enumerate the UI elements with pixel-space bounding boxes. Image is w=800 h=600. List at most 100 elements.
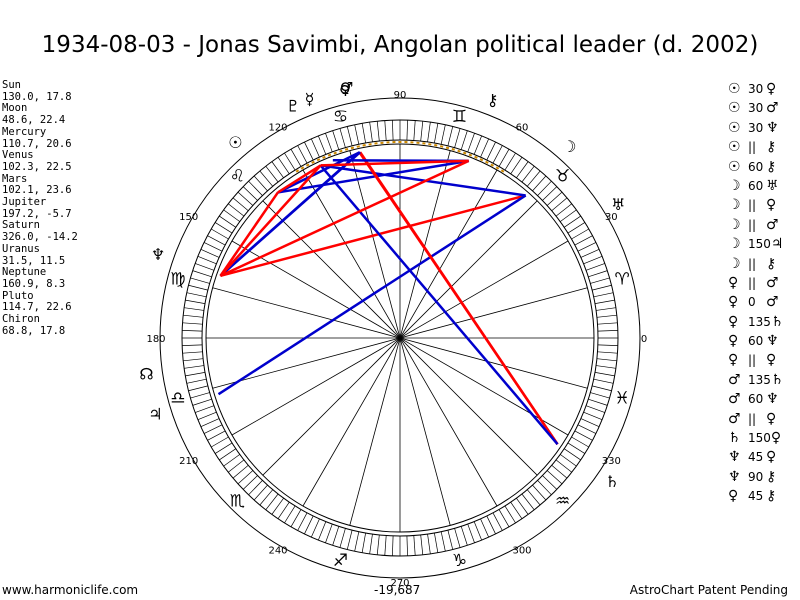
aspect-angle: 90 [748,469,764,484]
degree-label: 210 [179,456,198,467]
degree-tick [580,418,600,427]
aspect-row: ♆ 45 ♀ [728,448,783,467]
degree-tick [311,138,320,158]
degree-tick [577,424,597,434]
planet-glyph: ♂ [339,79,353,98]
degree-tick [480,138,489,158]
degree-tick [521,165,535,183]
degree-tick [188,284,208,291]
degree-label: 90 [394,90,407,101]
aspect-planet-2: ♀ [766,352,777,369]
degree-tick [253,175,268,192]
aspect-planet-1: ☽ [728,216,741,233]
degree-tick [510,157,523,175]
aspect-angle: 150 [748,237,771,252]
website-footer: www.harmoniclife.com [2,583,139,597]
planet-position-value: 31.5, 11.5 [2,254,66,267]
planet-glyph: ☽ [562,137,576,156]
degree-tick [297,512,308,531]
zodiac-sign-glyph: ♌ [230,166,245,186]
aspect-angle: 135 [748,372,771,387]
aspect-angle: 135 [748,314,771,329]
degree-tick [207,430,226,441]
aspect-angle: 45 [748,450,764,465]
planet-position-value: 114.7, 22.6 [2,301,72,314]
degree-tick [498,149,510,167]
degree-tick [467,133,475,153]
degree-tick [186,378,207,384]
degree-tick [516,161,529,179]
degree-tick [585,405,605,413]
degree-tick [427,534,431,554]
degree-tick [227,203,245,217]
degree-tick [207,235,226,246]
degree-tick [376,534,380,555]
zodiac-sign-glyph: ♑ [452,551,467,571]
aspect-planet-2: ♀ [766,410,777,427]
degree-tick [555,459,573,473]
degree-tick [195,263,215,271]
degree-tick [583,411,603,420]
aspect-planet-1: ♄ [728,430,741,447]
planet-name: Uranus [2,242,40,255]
degree-tick [413,120,416,141]
degree-tick [392,120,394,141]
outer-circle [159,97,641,579]
degree-tick [551,197,568,211]
aspect-row: ☽ 150 ♃ [728,235,783,254]
aspect-planet-1: ☽ [728,197,741,214]
degree-tick [392,535,394,556]
planet-position-value: 197.2, -5.7 [2,207,72,220]
degree-tick [369,534,373,554]
harmonic-score: -19,687 [374,583,421,597]
degree-tick [532,484,547,501]
aspect-row: ☉ 30 ♂ [728,99,783,118]
degree-tick [588,398,608,406]
aspect-row: ♂ || ♀ [728,410,783,429]
aspect-planet-1: ♀ [728,352,739,369]
aspect-planet-2: ♀ [766,449,777,466]
aspect-line [359,151,559,445]
radial-line [212,287,588,389]
degree-tick [597,351,618,354]
degree-tick [473,521,482,541]
degree-tick [304,141,314,161]
aspect-list: ☉ 30 ♀ ☉ 30 ♂ ☉ 30 ♆ ☉ || ⚷ ☉ 60 ⚷ ☽ 60 ♅ ☽ || ♀ ☽ || ♂… [728,80,783,507]
planet-glyph: ♇ [286,96,300,115]
degree-tick [232,197,249,211]
degree-tick [537,480,552,496]
aspect-planet-1: ♂ [728,391,741,408]
degree-tick [563,448,581,461]
degree-tick [290,509,302,527]
degree-tick [197,411,217,420]
degree-tick [551,465,568,479]
planet-glyph: ♅ [611,195,625,214]
degree-tick [318,135,327,155]
degree-tick [413,535,416,556]
aspect-row: ♀ 0 ♂ [728,293,783,312]
degree-tick [592,284,612,291]
degree-tick [271,497,284,515]
planet-glyph: ♃ [148,405,162,424]
zodiac-sign-glyph: ♉ [555,166,570,186]
degree-tick [185,299,206,304]
planet-name: Pluto [2,289,34,302]
degree-tick [219,215,237,228]
aspect-planet-1: ☉ [728,119,741,136]
degree-tick [354,124,360,145]
zodiac-sign-glyph: ♏ [230,492,245,512]
degree-tick [197,256,217,265]
aspect-angle: || [748,217,757,232]
degree-tick [440,124,446,145]
degree-tick [590,277,610,284]
aspect-row: ☽ 60 ♅ [728,177,783,196]
degree-tick [361,123,366,144]
degree-tick [585,263,605,271]
degree-tick [182,330,203,332]
degree-tick [259,170,273,187]
aspect-line [219,164,322,277]
aspect-row: ♀ 60 ♆ [728,332,783,351]
aspect-row: ☽ || ♂ [728,216,783,235]
planet-name: Saturn [2,219,40,232]
degree-tick [434,532,439,553]
